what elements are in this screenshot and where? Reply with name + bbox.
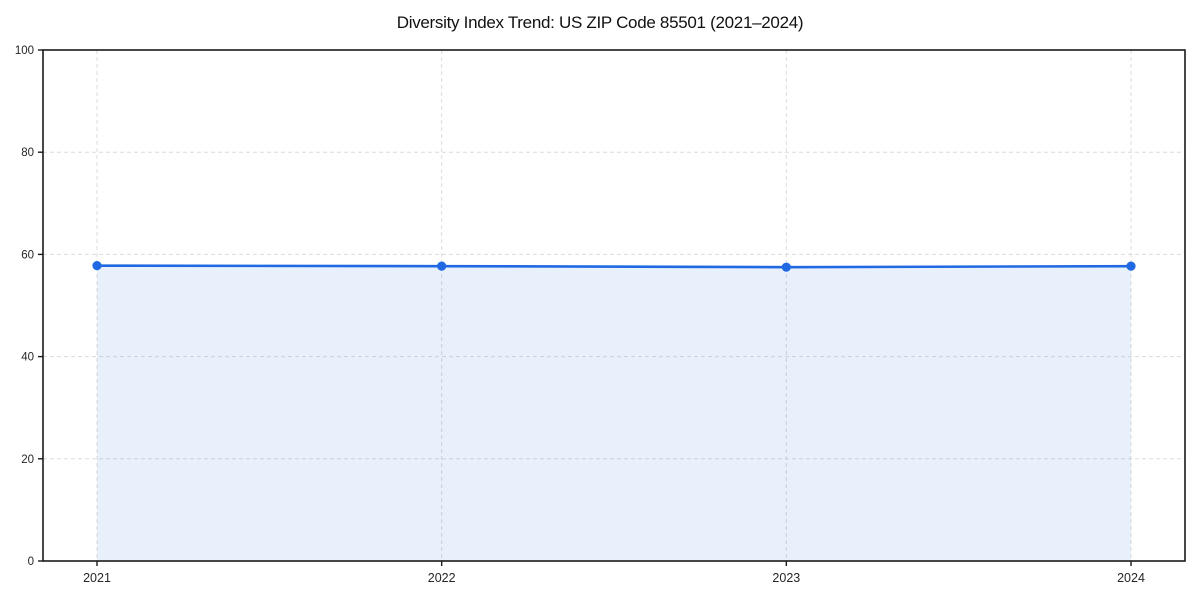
- data-point-2021: [92, 261, 102, 271]
- chart-title: Diversity Index Trend: US ZIP Code 85501…: [396, 13, 804, 32]
- plot-border: [42, 49, 1186, 562]
- y-tick-label: 80: [21, 147, 34, 159]
- data-point-2024: [1126, 261, 1136, 271]
- data-point-2023: [781, 262, 791, 272]
- x-tick-label: 2024: [1117, 571, 1145, 585]
- y-tick-label: 0: [28, 556, 34, 568]
- data-point-2022: [437, 261, 447, 271]
- x-tick-label: 2023: [772, 571, 800, 585]
- x-tick-label: 2022: [428, 571, 456, 585]
- y-tick-label: 20: [21, 454, 34, 466]
- area-fill: [97, 265, 1131, 561]
- y-tick-label: 60: [21, 249, 34, 261]
- x-tick-label: 2021: [83, 571, 111, 585]
- y-tick-label: 40: [21, 352, 34, 364]
- y-tick-label: 100: [15, 45, 34, 57]
- trend-line: [95, 264, 1133, 269]
